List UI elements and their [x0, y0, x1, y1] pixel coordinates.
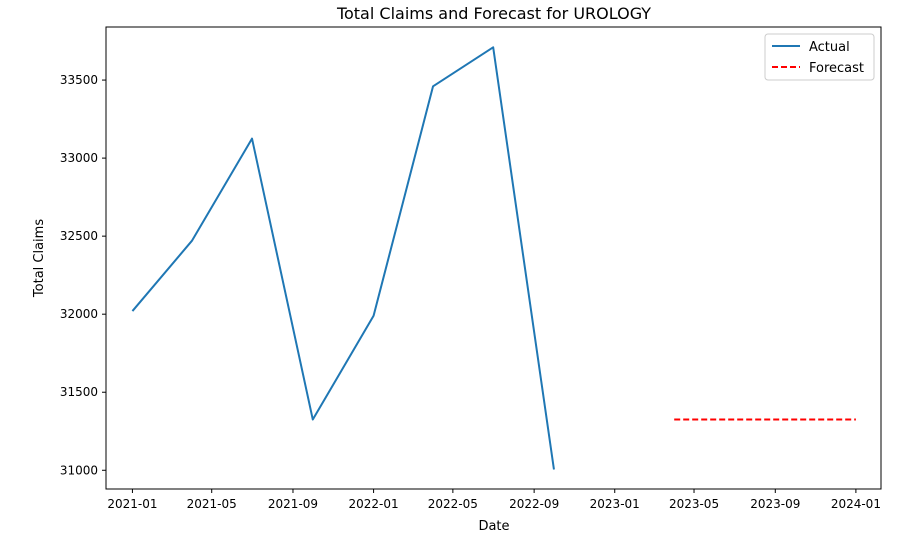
legend-label-actual: Actual [809, 40, 850, 55]
data-point-actual [251, 138, 253, 140]
y-axis: 31000 31500 32000 32500 33000 33500 [60, 73, 106, 477]
data-point-forecast [855, 419, 857, 421]
axes-frame [105, 26, 882, 490]
y-tick-label: 33000 [60, 151, 98, 165]
data-point-actual [492, 46, 494, 48]
x-tick-label: 2022-09 [509, 497, 559, 511]
data-point-actual [131, 310, 133, 312]
data-point-forecast [733, 419, 735, 421]
x-tick-label: 2021-05 [187, 497, 237, 511]
x-tick-label: 2023-01 [590, 497, 640, 511]
data-point-actual [191, 240, 193, 242]
y-tick-label: 31500 [60, 385, 98, 399]
y-axis-label: Total Claims [32, 219, 47, 298]
x-tick-label: 2021-01 [107, 497, 157, 511]
y-tick-label: 32000 [60, 307, 98, 321]
x-axis: 2021-01 2021-05 2021-09 2022-01 2022-05 2022-… [107, 489, 881, 511]
data-point-actual [312, 419, 314, 421]
legend-label-forecast: Forecast [809, 61, 864, 76]
x-tick-label: 2021-09 [268, 497, 318, 511]
data-point-forecast [794, 419, 796, 421]
x-tick-label: 2023-09 [750, 497, 800, 511]
x-tick-label: 2024-01 [831, 497, 881, 511]
data-point-forecast [673, 419, 675, 421]
legend: Actual Forecast [764, 33, 875, 81]
data-point-actual [553, 468, 555, 470]
y-tick-label: 33500 [60, 73, 98, 87]
chart-title: Total Claims and Forecast for UROLOGY [336, 4, 651, 23]
series-line-actual [131, 46, 555, 470]
y-tick-label: 31000 [60, 463, 98, 477]
data-point-actual [373, 315, 375, 317]
y-tick-label: 32500 [60, 229, 98, 243]
plot-area [131, 46, 856, 470]
x-tick-label: 2023-05 [669, 497, 719, 511]
x-axis-label: Date [478, 519, 509, 534]
x-tick-label: 2022-01 [349, 497, 399, 511]
x-tick-label: 2022-05 [428, 497, 478, 511]
data-point-actual [432, 85, 434, 87]
